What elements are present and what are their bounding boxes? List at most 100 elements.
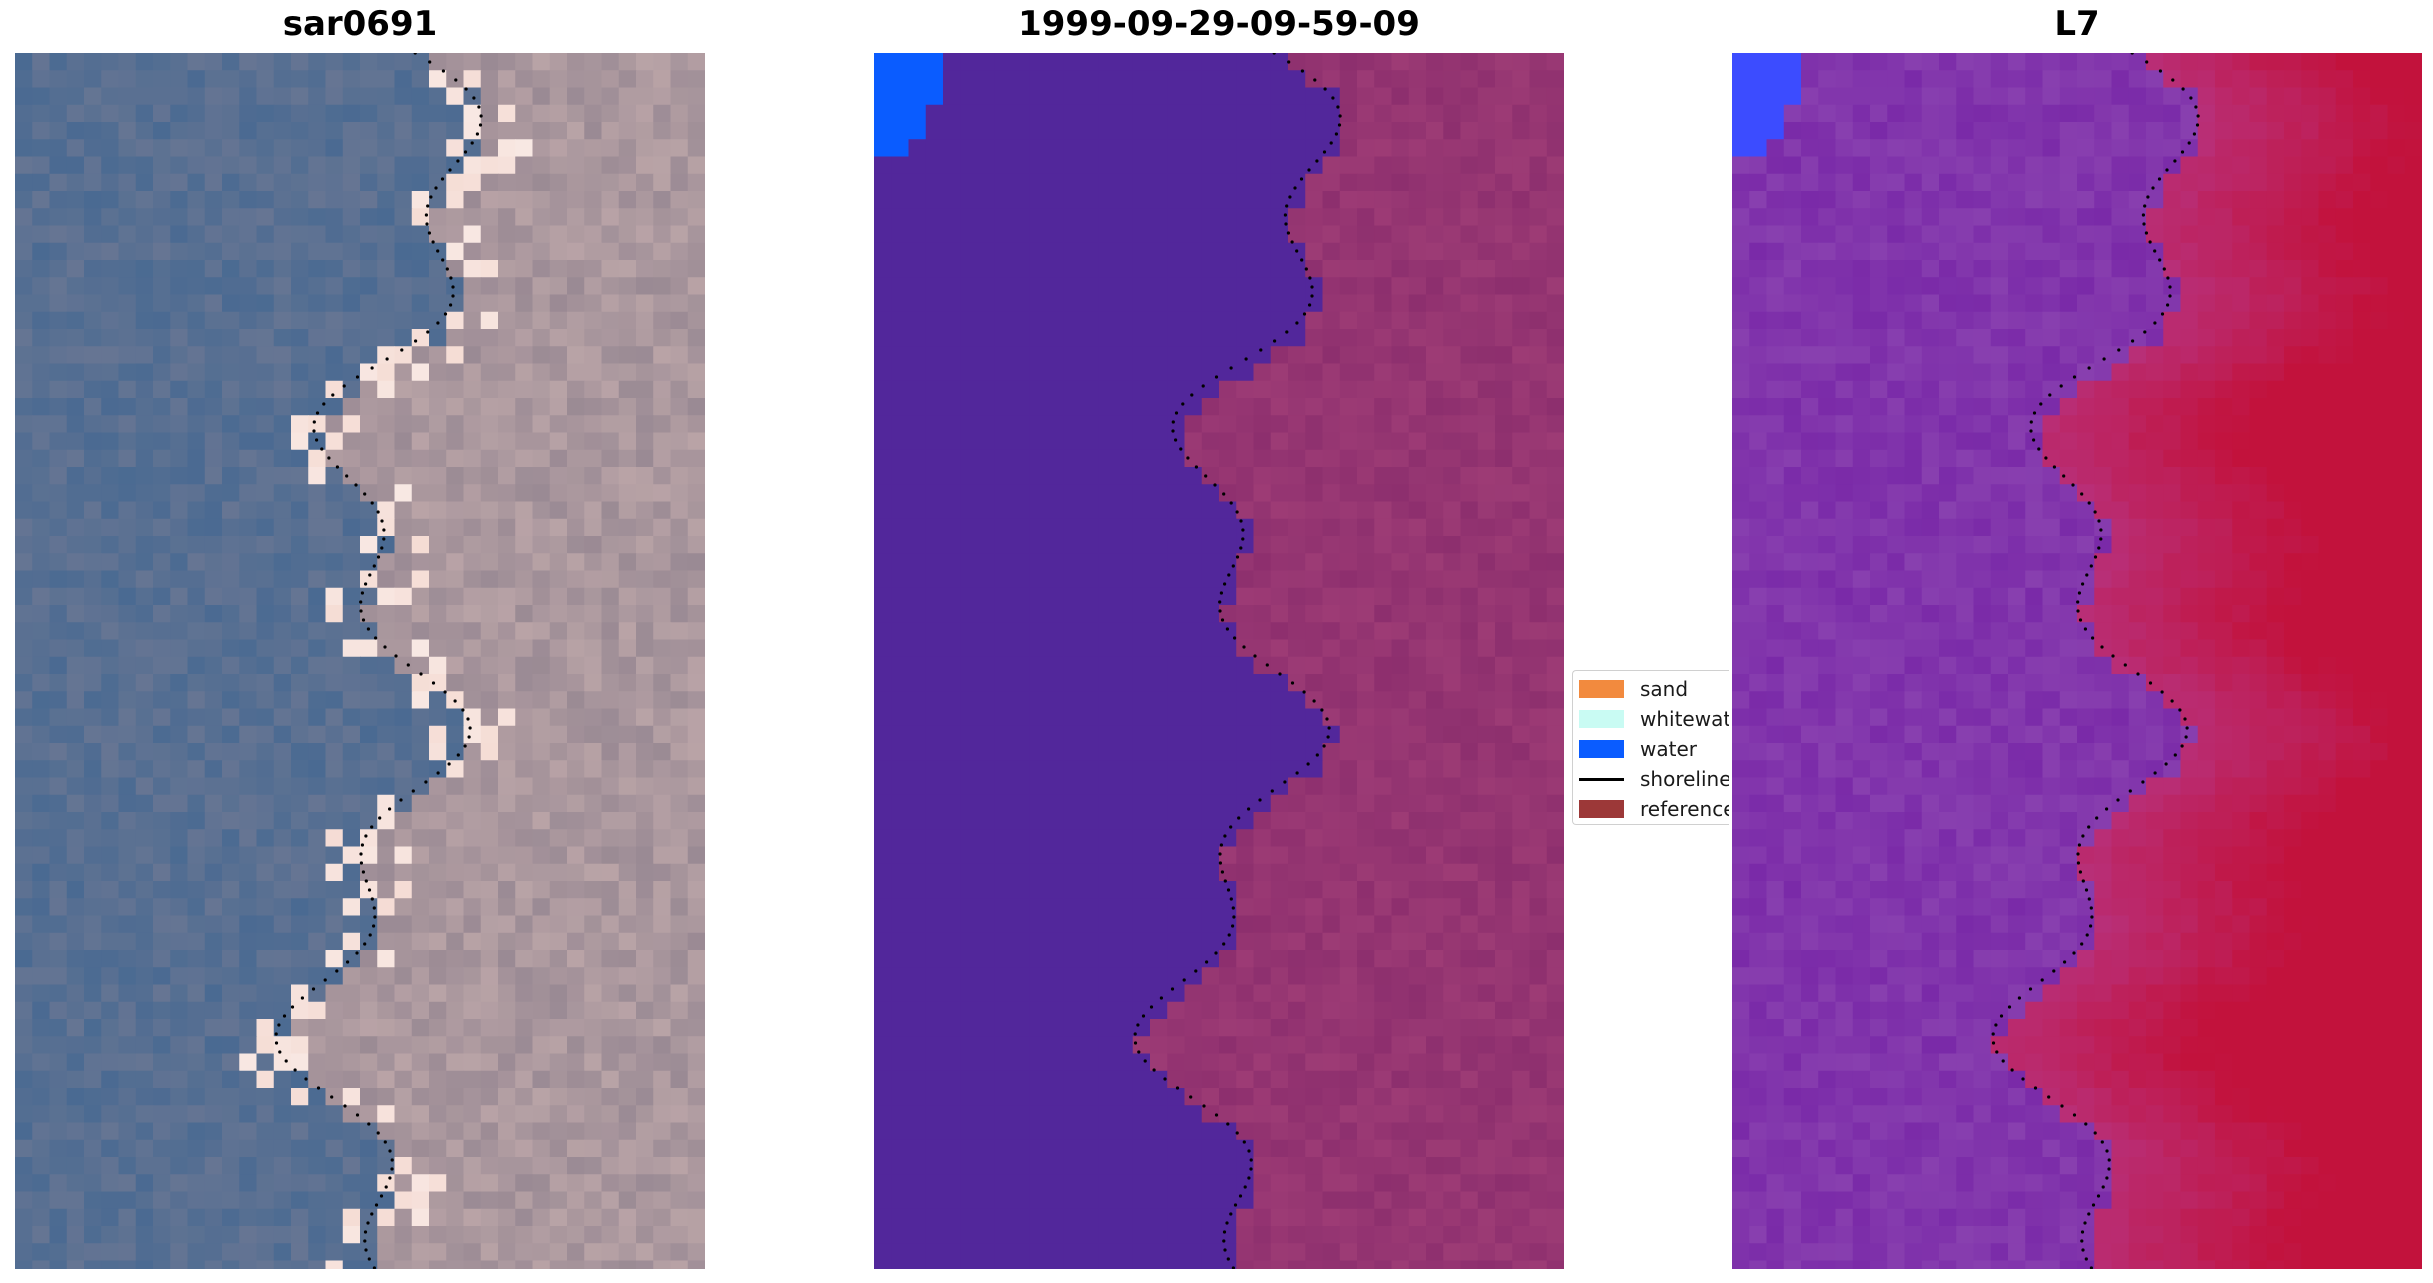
image-pixel <box>908 208 927 227</box>
image-pixel <box>411 398 430 416</box>
image-pixel <box>429 863 447 882</box>
image-pixel <box>291 725 309 744</box>
image-pixel <box>567 984 585 1003</box>
image-pixel <box>480 87 499 106</box>
image-pixel <box>549 639 568 658</box>
image-pixel <box>1270 173 1289 192</box>
image-pixel <box>567 53 585 71</box>
image-pixel <box>874 484 892 503</box>
image-pixel <box>994 605 1013 623</box>
image-pixel <box>1063 794 1082 813</box>
image-pixel <box>446 242 465 261</box>
image-pixel <box>601 1174 620 1193</box>
image-pixel <box>1098 329 1117 347</box>
shoreline-point <box>322 402 326 406</box>
image-pixel <box>308 449 327 468</box>
image-pixel <box>84 1139 102 1158</box>
image-pixel <box>1391 484 1410 503</box>
shoreline-point <box>374 1203 379 1207</box>
image-pixel <box>943 622 961 641</box>
image-pixel <box>874 311 892 330</box>
image-pixel <box>567 346 585 365</box>
image-pixel <box>153 311 171 330</box>
image-pixel <box>874 104 892 123</box>
image-pixel <box>1357 467 1375 485</box>
image-pixel <box>1132 570 1151 589</box>
image-pixel <box>135 467 154 485</box>
image-pixel <box>446 898 465 917</box>
image-pixel <box>1288 173 1306 192</box>
image-pixel <box>1495 260 1513 278</box>
image-pixel <box>1012 191 1030 209</box>
shoreline-point <box>342 384 346 388</box>
image-pixel <box>601 691 620 710</box>
image-pixel <box>994 311 1013 330</box>
image-pixel <box>994 329 1013 347</box>
image-pixel <box>170 570 189 589</box>
image-pixel <box>1374 294 1393 313</box>
image-pixel <box>515 432 534 451</box>
image-pixel <box>204 87 223 106</box>
image-pixel <box>204 656 223 675</box>
image-pixel <box>15 984 33 1003</box>
image-pixel <box>636 398 654 416</box>
image-pixel <box>1357 725 1375 744</box>
image-pixel <box>515 294 534 313</box>
image-pixel <box>84 191 102 209</box>
image-pixel <box>1167 536 1186 554</box>
image-pixel <box>515 777 534 796</box>
image-pixel <box>1408 760 1427 779</box>
image-pixel <box>342 242 361 261</box>
image-pixel <box>1081 346 1099 365</box>
image-pixel <box>1288 346 1306 365</box>
image-pixel <box>515 398 534 416</box>
image-pixel <box>273 829 292 848</box>
shoreline-point <box>380 519 384 523</box>
image-pixel <box>1357 777 1375 796</box>
image-pixel <box>1081 898 1099 917</box>
image-pixel <box>670 674 689 692</box>
image-pixel <box>463 881 482 899</box>
image-pixel <box>1270 518 1289 537</box>
image-pixel <box>32 449 51 468</box>
image-pixel <box>308 53 327 71</box>
image-pixel <box>291 294 309 313</box>
image-pixel <box>222 1157 240 1175</box>
image-pixel <box>1063 139 1082 158</box>
image-pixel <box>1167 863 1186 882</box>
image-pixel <box>1081 674 1099 692</box>
image-pixel <box>943 812 961 830</box>
image-pixel <box>1150 191 1168 209</box>
image-pixel <box>1219 587 1237 606</box>
image-pixel <box>653 467 672 485</box>
image-pixel <box>584 950 603 968</box>
image-pixel <box>1236 725 1255 744</box>
image-pixel <box>273 70 292 89</box>
image-pixel <box>653 1053 672 1072</box>
image-pixel <box>908 329 927 347</box>
image-pixel <box>1546 674 1564 692</box>
image-pixel <box>66 1139 85 1158</box>
image-pixel <box>84 449 102 468</box>
image-pixel <box>653 1260 672 1269</box>
image-pixel <box>446 501 465 520</box>
image-pixel <box>1081 139 1099 158</box>
image-pixel <box>1167 725 1186 744</box>
image-pixel <box>636 156 654 175</box>
image-pixel <box>429 1088 447 1106</box>
image-pixel <box>463 587 482 606</box>
image-pixel <box>1012 484 1030 503</box>
image-pixel <box>291 225 309 244</box>
image-pixel <box>308 674 327 692</box>
image-pixel <box>446 570 465 589</box>
image-pixel <box>291 656 309 675</box>
image-pixel <box>1046 812 1065 830</box>
image-pixel <box>170 605 189 623</box>
image-pixel <box>342 208 361 227</box>
image-pixel <box>187 70 206 89</box>
image-pixel <box>1357 277 1375 296</box>
image-pixel <box>66 950 85 968</box>
image-pixel <box>15 881 33 899</box>
image-pixel <box>66 536 85 554</box>
image-pixel <box>1374 881 1393 899</box>
